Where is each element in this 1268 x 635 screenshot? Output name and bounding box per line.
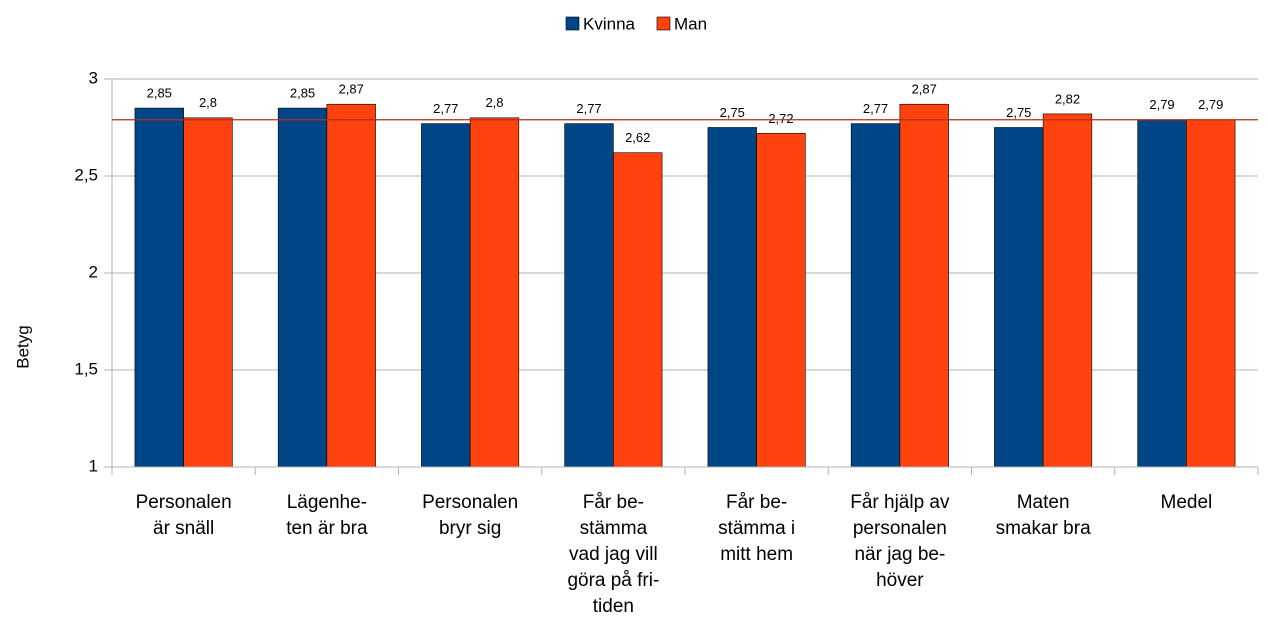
x-tick-label: Får be-stämma i mitt hem bbox=[718, 492, 795, 565]
data-label: 2,87 bbox=[912, 82, 937, 97]
bar bbox=[326, 103, 376, 468]
bar bbox=[850, 123, 901, 468]
x-tick-label: Medel bbox=[1161, 492, 1213, 513]
y-tick-label: 1 bbox=[89, 456, 98, 475]
data-label: 2,85 bbox=[290, 86, 315, 101]
data-label: 2,87 bbox=[339, 82, 364, 97]
legend-swatch bbox=[656, 16, 671, 31]
bar bbox=[183, 117, 233, 468]
bar bbox=[1186, 119, 1236, 468]
y-tick-label: 2 bbox=[89, 262, 98, 281]
bar bbox=[707, 127, 757, 468]
data-label: 2,62 bbox=[625, 130, 650, 145]
x-tick-label: Lägenhe-ten är bra bbox=[286, 492, 368, 539]
bar bbox=[1042, 113, 1093, 468]
data-label: 2,85 bbox=[147, 86, 172, 101]
bar bbox=[469, 117, 520, 468]
legend-label: Kvinna bbox=[583, 14, 636, 33]
bar bbox=[994, 127, 1044, 468]
bar bbox=[899, 103, 949, 468]
data-label: 2,79 bbox=[1149, 97, 1174, 112]
x-tick-label: Personalen bryr sig bbox=[422, 492, 518, 539]
bar bbox=[756, 133, 806, 468]
data-label: 2,79 bbox=[1198, 97, 1223, 112]
data-label: 2,77 bbox=[863, 101, 888, 116]
data-label: 2,75 bbox=[720, 105, 745, 120]
x-tick-label: Maten smakar bra bbox=[996, 492, 1091, 539]
data-label: 2,77 bbox=[576, 101, 601, 116]
x-tick-label: Får be-stämma vad jag vill göra på fri-tid… bbox=[567, 492, 659, 617]
bar bbox=[421, 123, 471, 468]
y-tick-label: 1,5 bbox=[74, 359, 98, 378]
data-label: 2,75 bbox=[1006, 105, 1031, 120]
legend-label: Man bbox=[674, 14, 707, 33]
x-tick-label: Personalen är snäll bbox=[136, 492, 232, 539]
data-label: 2,72 bbox=[768, 111, 793, 126]
data-label: 2,77 bbox=[433, 101, 458, 116]
y-tick-label: 2,5 bbox=[74, 165, 98, 184]
data-label: 2,82 bbox=[1055, 91, 1080, 106]
data-label: 2,8 bbox=[485, 95, 503, 110]
data-label: 2,8 bbox=[199, 95, 217, 110]
bar bbox=[564, 123, 614, 468]
bar bbox=[134, 107, 184, 468]
y-axis-label: Betyg bbox=[13, 325, 32, 368]
bar bbox=[613, 152, 663, 468]
bar bbox=[277, 107, 328, 468]
legend-swatch bbox=[565, 16, 580, 31]
y-tick-label: 3 bbox=[89, 68, 98, 87]
x-tick-label: Får hjälp av personalen när jag be-höver bbox=[850, 492, 950, 591]
bar bbox=[1137, 119, 1187, 468]
